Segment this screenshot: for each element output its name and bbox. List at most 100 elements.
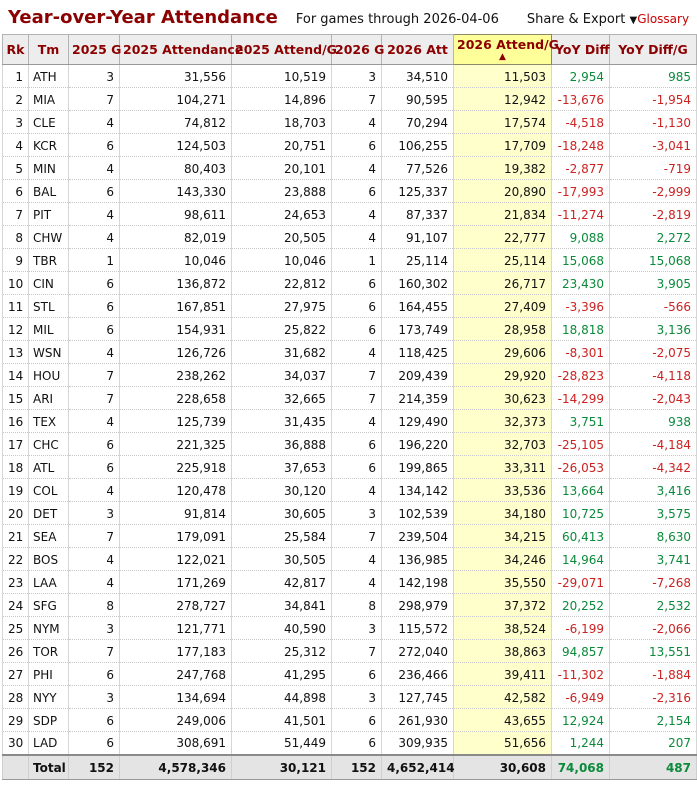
games-2026-cell: 6: [331, 662, 382, 686]
att-2026-cell: 298,979: [381, 593, 454, 617]
attendance-2025-cell: 221,325: [119, 432, 232, 456]
att-2026-cell: 129,490: [381, 409, 454, 433]
yoy-diff-per-g-cell: 2,154: [609, 708, 697, 732]
attendance-2025-cell: 74,812: [119, 110, 232, 134]
table-row: 24 SFG 8 278,727 34,841 8 298,979 37,372 20,252 2…: [2, 593, 697, 617]
yoy-diff-cell: 13,664: [551, 478, 610, 502]
attend-per-g-2025-cell: 44,898: [231, 685, 332, 709]
yoy-diff-cell: -11,302: [551, 662, 610, 686]
team-cell: LAA: [28, 570, 69, 594]
games-2026-cell: 6: [331, 271, 382, 295]
attendance-2025-cell: 91,814: [119, 501, 232, 525]
col-header-2025-g[interactable]: 2025 G: [68, 34, 121, 65]
attendance-2025-cell: 134,694: [119, 685, 232, 709]
attendance-2025-cell: 125,739: [119, 409, 232, 433]
attend-per-g-2025-cell: 31,682: [231, 340, 332, 364]
attendance-2025-cell: 177,183: [119, 639, 232, 663]
yoy-diff-cell: 12,924: [551, 708, 610, 732]
table-row: 11 STL 6 167,851 27,975 6 164,455 27,409 -3,396-…: [2, 294, 697, 318]
col-header-2025-attendance[interactable]: 2025 Attendance: [119, 34, 243, 65]
yoy-diff-per-g-cell: 985: [609, 64, 697, 88]
attend-per-g-2025-cell: 10,519: [231, 64, 332, 88]
yoy-diff-per-g-cell: -2,075: [609, 340, 697, 364]
attend-per-g-2026-cell: 37,372: [453, 593, 552, 617]
yoy-diff-cell: -2,877: [551, 156, 610, 180]
table-row: 6 BAL 6 143,330 23,888 6 125,337 20,890 -17,993-…: [2, 179, 697, 203]
col-header-rk[interactable]: Rk: [2, 34, 29, 65]
col-header-tm[interactable]: Tm: [28, 34, 69, 65]
games-2026-cell: 4: [331, 547, 382, 571]
games-2025-cell: 6: [68, 731, 120, 755]
attendance-2025-cell: 121,771: [119, 616, 232, 640]
col-header-2026-g[interactable]: 2026 G: [331, 34, 384, 65]
table-row: 27 PHI 6 247,768 41,295 6 236,466 39,411 -11,302…: [2, 662, 697, 686]
table-row: 22 BOS 4 122,021 30,505 4 136,985 34,246 14,964 3…: [2, 547, 697, 571]
team-cell: KCR: [28, 133, 69, 157]
col-header-2026-attend-per-g-sorted[interactable]: 2026 Attend/G ▲: [453, 34, 559, 65]
table-header: Rk Tm 2025 G 2025 Attendance 2025 Attend…: [2, 34, 697, 65]
games-2026-cell: 4: [331, 570, 382, 594]
attend-per-g-2025-cell: 10,046: [231, 248, 332, 272]
attend-per-g-2026-cell: 25,114: [453, 248, 552, 272]
attend-per-g-2025-cell: 31,435: [231, 409, 332, 433]
games-2026-cell: 3: [331, 616, 382, 640]
table-row: 30 LAD 6 308,691 51,449 6 309,935 51,656 1,244 20…: [2, 731, 697, 755]
rank-cell: 24: [2, 593, 29, 617]
team-cell: ARI: [28, 386, 69, 410]
attendance-2025-cell: 10,046: [119, 248, 232, 272]
games-2026-cell: 6: [331, 432, 382, 456]
table-row: 25 NYM 3 121,771 40,590 3 115,572 38,524 -6,199-…: [2, 616, 697, 640]
att-2026-cell: 136,985: [381, 547, 454, 571]
yoy-diff-cell: 20,252: [551, 593, 610, 617]
attendance-table: Rk Tm 2025 G 2025 Attendance 2025 Attend…: [2, 34, 697, 780]
rank-cell: 14: [2, 363, 29, 387]
games-2025-cell: 6: [68, 317, 120, 341]
attend-per-g-2026-cell: 26,717: [453, 271, 552, 295]
rank-cell: 4: [2, 133, 29, 157]
attendance-2025-cell: 82,019: [119, 225, 232, 249]
attend-per-g-2026-cell: 43,655: [453, 708, 552, 732]
share-export-dropdown[interactable]: Share & Export ▼: [527, 12, 637, 27]
yoy-diff-cell: 9,088: [551, 225, 610, 249]
games-2026-cell: 4: [331, 156, 382, 180]
team-cell: MIN: [28, 156, 69, 180]
yoy-diff-per-g-cell: 2,532: [609, 593, 697, 617]
att-2026-cell: 77,526: [381, 156, 454, 180]
games-2025-cell: 7: [68, 639, 120, 663]
glossary-link[interactable]: Glossary: [637, 12, 690, 26]
col-header-2026-att[interactable]: 2026 Att: [381, 34, 454, 65]
attend-per-g-2026-cell: 20,890: [453, 179, 552, 203]
games-2025-cell: 3: [68, 616, 120, 640]
attend-per-g-2025-cell: 18,703: [231, 110, 332, 134]
col-header-yoy-diff-per-g[interactable]: YoY Diff/G: [609, 34, 697, 65]
games-2026-cell: 7: [331, 524, 382, 548]
yoy-diff-cell: 23,430: [551, 271, 610, 295]
col-header-2025-attend-per-g[interactable]: 2025 Attend/G: [231, 34, 337, 65]
yoy-diff-per-g-cell: -4,342: [609, 455, 697, 479]
rank-cell: 7: [2, 202, 29, 226]
attend-per-g-2025-cell: 27,975: [231, 294, 332, 318]
games-2025-cell: 8: [68, 593, 120, 617]
col-header-yoy-diff[interactable]: YoY Diff: [551, 34, 610, 65]
attend-per-g-2025-cell: 30,505: [231, 547, 332, 571]
att-2026-cell: 142,198: [381, 570, 454, 594]
team-cell: SFG: [28, 593, 69, 617]
yoy-diff-per-g-cell: -4,118: [609, 363, 697, 387]
att-2026-cell: 160,302: [381, 271, 454, 295]
attendance-2025-cell: 122,021: [119, 547, 232, 571]
att-2026-cell: 309,935: [381, 731, 454, 755]
games-2025-cell: 152: [68, 753, 120, 780]
attend-per-g-2025-cell: 34,841: [231, 593, 332, 617]
attend-per-g-2026-cell: 38,524: [453, 616, 552, 640]
table-row: 5 MIN 4 80,403 20,101 4 77,526 19,382 -2,877 -719: [2, 156, 697, 180]
attendance-2025-cell: 80,403: [119, 156, 232, 180]
att-2026-cell: 115,572: [381, 616, 454, 640]
attend-per-g-2025-cell: 24,653: [231, 202, 332, 226]
games-2026-cell: 1: [331, 248, 382, 272]
rank-cell: 16: [2, 409, 29, 433]
yoy-diff-per-g-cell: -1,884: [609, 662, 697, 686]
yoy-diff-cell: 74,068: [551, 753, 610, 780]
dropdown-caret-icon: ▼: [629, 15, 638, 26]
games-2025-cell: 4: [68, 202, 120, 226]
attendance-2025-cell: 98,611: [119, 202, 232, 226]
